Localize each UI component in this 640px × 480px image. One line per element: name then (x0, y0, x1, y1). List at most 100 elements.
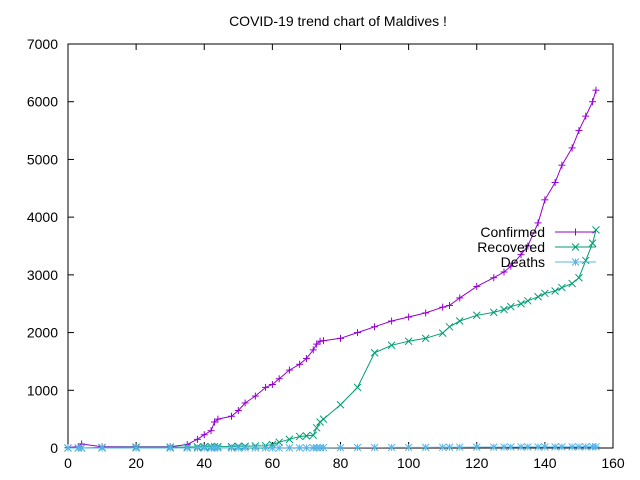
data-point-recovered (500, 305, 508, 314)
data-point-deaths (353, 443, 362, 452)
data-point-deaths (302, 443, 311, 452)
data-point-confirmed (268, 381, 276, 389)
y-tick-label: 7000 (27, 36, 58, 52)
data-point-deaths (523, 443, 532, 451)
data-point-deaths (77, 444, 86, 452)
data-point-recovered (517, 299, 525, 308)
data-point-deaths (336, 443, 345, 452)
data-point-deaths (387, 443, 396, 452)
data-point-deaths (370, 443, 379, 452)
data-point-confirmed (490, 274, 498, 282)
data-point-confirmed (200, 431, 208, 439)
data-point-confirmed (568, 144, 576, 152)
data-point-confirmed (296, 360, 304, 368)
x-tick-label: 120 (465, 455, 489, 471)
data-point-confirmed (575, 127, 583, 135)
legend-marker-deaths (571, 258, 580, 266)
data-point-confirmed (337, 334, 344, 342)
data-point-deaths (319, 443, 328, 452)
data-point-deaths (234, 444, 243, 452)
y-tick-label: 1000 (27, 382, 58, 398)
legend-label-recovered: Recovered (477, 239, 545, 255)
data-point-confirmed (319, 337, 327, 345)
x-tick-label: 40 (196, 455, 212, 471)
data-point-deaths (295, 444, 304, 452)
data-point-confirmed (558, 161, 566, 169)
data-point-deaths (551, 443, 559, 451)
series-layer (64, 86, 600, 452)
data-point-deaths (592, 442, 600, 451)
data-point-deaths (200, 444, 209, 452)
legend-marker-recovered (571, 243, 580, 251)
data-point-recovered (523, 296, 532, 305)
data-point-confirmed (551, 179, 559, 187)
data-point-deaths (261, 444, 270, 452)
data-point-confirmed (422, 309, 430, 317)
data-point-recovered (506, 302, 515, 311)
legend-marker-confirmed (572, 228, 579, 236)
data-point-confirmed (589, 98, 597, 106)
data-point-confirmed (541, 196, 549, 204)
data-point-deaths (568, 443, 576, 451)
data-point-deaths (227, 444, 236, 452)
data-point-recovered (319, 415, 328, 423)
data-point-confirmed (316, 337, 324, 345)
data-point-deaths (506, 443, 515, 451)
data-point-recovered (312, 423, 321, 432)
data-point-recovered (302, 432, 311, 440)
data-point-recovered (295, 432, 304, 441)
data-point-confirmed (517, 251, 525, 259)
data-point-deaths (517, 443, 525, 451)
data-point-confirmed (251, 392, 259, 400)
x-tick-label: 60 (265, 455, 281, 471)
data-point-confirmed (228, 412, 235, 420)
data-point-confirmed (241, 399, 249, 407)
x-tick-label: 0 (64, 455, 72, 471)
data-point-recovered (438, 329, 447, 338)
x-tick-label: 100 (397, 455, 421, 471)
data-point-deaths (132, 444, 140, 452)
y-tick-label: 0 (50, 440, 58, 456)
data-point-confirmed (262, 383, 270, 391)
y-tick-label: 3000 (27, 267, 58, 283)
data-point-deaths (251, 444, 260, 452)
data-point-confirmed (207, 427, 215, 435)
data-point-deaths (421, 443, 430, 452)
data-point-recovered (309, 431, 318, 440)
data-point-deaths (241, 444, 249, 452)
data-point-deaths (472, 443, 481, 451)
data-point-confirmed (446, 301, 453, 309)
data-point-recovered (489, 308, 498, 317)
data-point-recovered (534, 292, 542, 301)
data-point-recovered (285, 435, 294, 444)
data-point-confirmed (534, 219, 542, 227)
data-point-recovered (336, 400, 345, 409)
x-axis-ticks: 0 20 40 60 80 100 120 140 160 (64, 44, 625, 471)
data-point-recovered (568, 279, 576, 288)
data-point-deaths (541, 443, 549, 451)
data-point-confirmed (456, 294, 464, 302)
data-point-recovered (421, 334, 430, 343)
x-tick-label: 20 (128, 455, 144, 471)
data-point-confirmed (439, 303, 447, 311)
data-point-recovered (551, 287, 559, 295)
y-tick-label: 5000 (27, 151, 58, 167)
data-point-deaths (404, 443, 413, 452)
data-point-recovered (370, 348, 379, 357)
data-point-confirmed (592, 86, 600, 94)
data-point-deaths (268, 444, 277, 452)
y-tick-label: 4000 (27, 209, 58, 225)
data-point-deaths (275, 444, 284, 452)
x-tick-label: 160 (601, 455, 625, 471)
data-point-deaths (193, 444, 202, 452)
data-point-confirmed (388, 317, 396, 325)
data-point-recovered (275, 438, 284, 447)
data-point-confirmed (234, 406, 242, 414)
data-point-confirmed (302, 355, 310, 363)
data-point-deaths (214, 444, 222, 452)
data-point-deaths (64, 444, 72, 452)
data-point-confirmed (354, 329, 362, 337)
data-point-recovered (575, 273, 583, 282)
